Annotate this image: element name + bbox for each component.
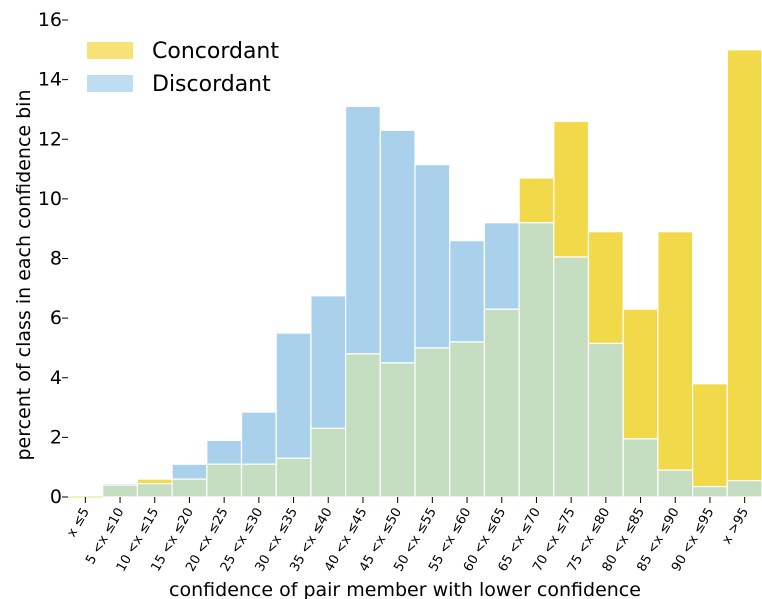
y-tick-label: 10 [38, 188, 62, 210]
y-tick-label: 8 [50, 248, 62, 270]
legend-label-discordant: Discordant [152, 72, 271, 97]
bar-overlap [240, 463, 277, 498]
legend-swatch-concordant [87, 42, 133, 59]
y-tick-label: 6 [50, 307, 62, 329]
bar-overlap [518, 222, 555, 498]
bar-overlap [379, 362, 416, 498]
legend-swatch-discordant [87, 75, 133, 92]
bar-overlap [483, 308, 520, 498]
bar-overlap [414, 347, 451, 498]
bar-overlap [102, 484, 138, 498]
bar-concordant [726, 49, 762, 482]
bar-concordant [657, 231, 694, 471]
bar-discordant [171, 463, 208, 480]
bar-discordant [275, 332, 312, 459]
bar-concordant [691, 383, 728, 488]
bar-discordant [240, 411, 277, 465]
bar-concordant [587, 231, 624, 345]
bar-overlap [345, 353, 381, 498]
bar-concordant [553, 120, 590, 258]
bar-discordant [449, 240, 486, 343]
y-axis: 0 2 4 6 8 10 12 14 16 [38, 9, 68, 508]
x-tick-label: x >95 [719, 506, 752, 548]
y-tick-label: 14 [38, 69, 62, 91]
y-tick-label: 4 [50, 367, 62, 389]
bar-overlap [136, 482, 173, 498]
x-tick-label: x ≤5 [64, 506, 92, 540]
y-tick-label: 2 [50, 426, 62, 448]
bar-overlap [171, 478, 208, 498]
bar-overlap [587, 342, 624, 498]
bar-discordant [310, 295, 347, 430]
y-axis-label: percent of class in each confidence bin [13, 89, 35, 460]
bar-overlap [310, 427, 347, 498]
bars-group [68, 49, 762, 498]
bar-discordant [206, 439, 243, 465]
legend-label-concordant: Concordant [152, 39, 279, 64]
bar-discordant [379, 129, 416, 364]
bar-overlap [726, 480, 762, 498]
bar-overlap [275, 457, 312, 498]
bar-overlap [691, 485, 728, 498]
bar-concordant [622, 308, 659, 440]
bar-overlap [449, 341, 486, 498]
bar-discordant [345, 105, 381, 355]
y-tick-label: 0 [50, 486, 62, 508]
bar-overlap [553, 256, 590, 498]
bar-concordant [136, 478, 173, 485]
y-tick-label: 16 [38, 9, 62, 31]
bar-discordant [414, 163, 451, 349]
bar-overlap [206, 463, 243, 498]
legend: Concordant Discordant [87, 39, 279, 97]
x-axis-label: confidence of pair member with lower con… [169, 579, 641, 599]
bar-overlap [657, 469, 694, 498]
bar-overlap [622, 438, 659, 498]
bar-concordant [518, 177, 555, 224]
bar-discordant [483, 222, 520, 310]
y-tick-label: 12 [38, 128, 62, 150]
